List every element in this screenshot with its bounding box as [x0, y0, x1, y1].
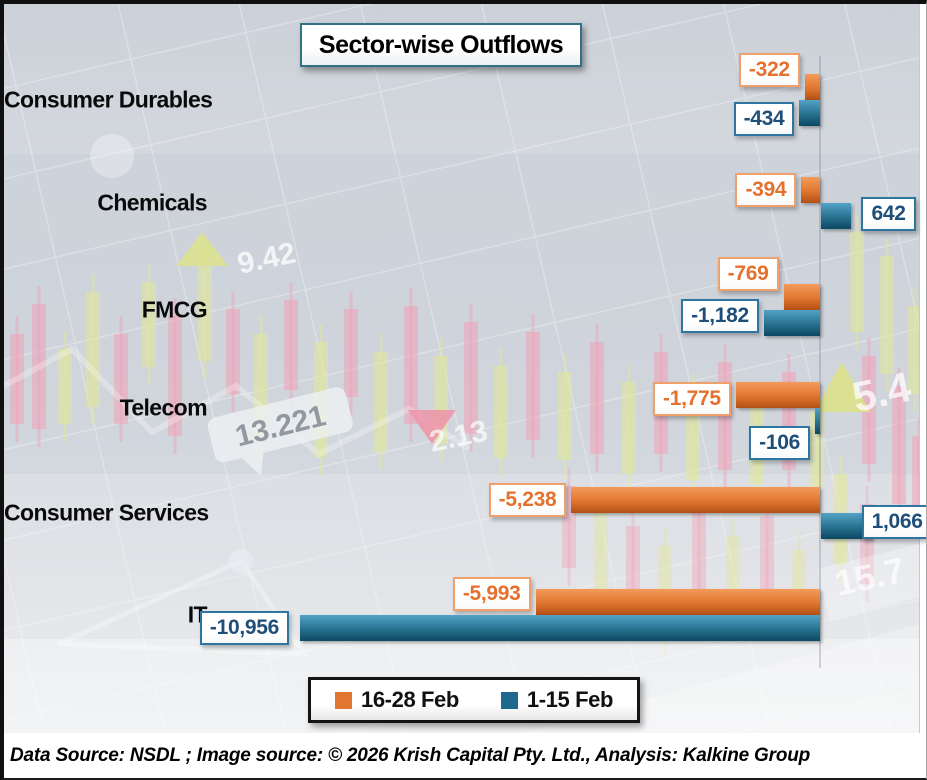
category-label-fmcg: FMCG: [141, 296, 208, 323]
bar-16-28-feb-consumer-services: [571, 487, 820, 513]
bar-16-28-feb-it: [535, 589, 820, 615]
value-label-16-28-feb-consumer-services: -5,238: [488, 483, 567, 517]
source-footer: Data Source: NSDL ; Image source: © 2026…: [4, 733, 926, 778]
legend-label: 1-15 Feb: [526, 687, 613, 712]
value-label-1-15-feb-consumer-durables: -434: [733, 102, 795, 136]
bar-1-15-feb-telecom: [814, 408, 820, 434]
up-triangle-icon: [814, 362, 870, 412]
watermark-node: [229, 549, 253, 573]
tag-shape: [207, 387, 353, 463]
bar-16-28-feb-telecom: [735, 382, 820, 408]
legend-label: 16-28 Feb: [361, 687, 459, 712]
watermark-linechart: [4, 346, 471, 457]
value-label-16-28-feb-chemicals: -394: [735, 173, 797, 207]
value-label-1-15-feb-fmcg: -1,182: [681, 299, 759, 333]
category-label-telecom: Telecom: [119, 394, 208, 421]
value-label-1-15-feb-it: -10,956: [199, 611, 289, 645]
watermark-blob: [90, 134, 134, 178]
tag-pointer: [242, 452, 264, 477]
legend: 16-28 Feb 1-15 Feb: [308, 677, 640, 723]
value-label-16-28-feb-telecom: -1,775: [653, 382, 731, 416]
bar-1-15-feb-it: [300, 615, 820, 641]
category-label-consumer-durables: Consumer Durables: [4, 86, 213, 113]
chart-title-box: Sector-wise Outflows: [300, 23, 582, 67]
legend-item-16-28-feb: 16-28 Feb: [335, 687, 459, 713]
up-triangle-icon: [176, 232, 228, 266]
watermark-network-lines: [57, 557, 309, 657]
legend-swatch-icon: [335, 691, 353, 709]
right-margin: [919, 4, 926, 733]
value-label-1-15-feb-consumer-services: 1,066: [861, 505, 926, 539]
down-triangle-icon: [408, 410, 456, 444]
value-label-16-28-feb-consumer-durables: -322: [738, 53, 800, 87]
value-label-16-28-feb-it: -5,993: [452, 577, 531, 611]
legend-swatch-icon: [500, 691, 518, 709]
value-label-1-15-feb-chemicals: 642: [861, 197, 916, 231]
legend-item-1-15-feb: 1-15 Feb: [500, 687, 613, 713]
plot-area: Consumer Durables Chemicals FMCG Telecom Con…: [4, 4, 926, 733]
value-label-16-28-feb-fmcg: -769: [717, 257, 779, 291]
bar-1-15-feb-fmcg: [763, 310, 820, 336]
chart-title: Sector-wise Outflows: [318, 30, 564, 59]
bar-16-28-feb-consumer-durables: [804, 74, 820, 100]
category-label-it: IT: [187, 601, 208, 628]
source-footer-text: Data Source: NSDL ; Image source: © 2026…: [10, 744, 811, 766]
value-label-1-15-feb-telecom: -106: [749, 426, 810, 460]
bar-1-15-feb-consumer-durables: [799, 100, 820, 126]
tag-shape: [816, 537, 919, 620]
category-label-consumer-services: Consumer Services: [4, 499, 209, 526]
bar-16-28-feb-fmcg: [783, 284, 820, 310]
bar-1-15-feb-chemicals: [821, 203, 852, 229]
zero-axis-line: [819, 56, 821, 668]
category-label-chemicals: Chemicals: [97, 189, 207, 216]
bar-16-28-feb-chemicals: [801, 177, 820, 203]
